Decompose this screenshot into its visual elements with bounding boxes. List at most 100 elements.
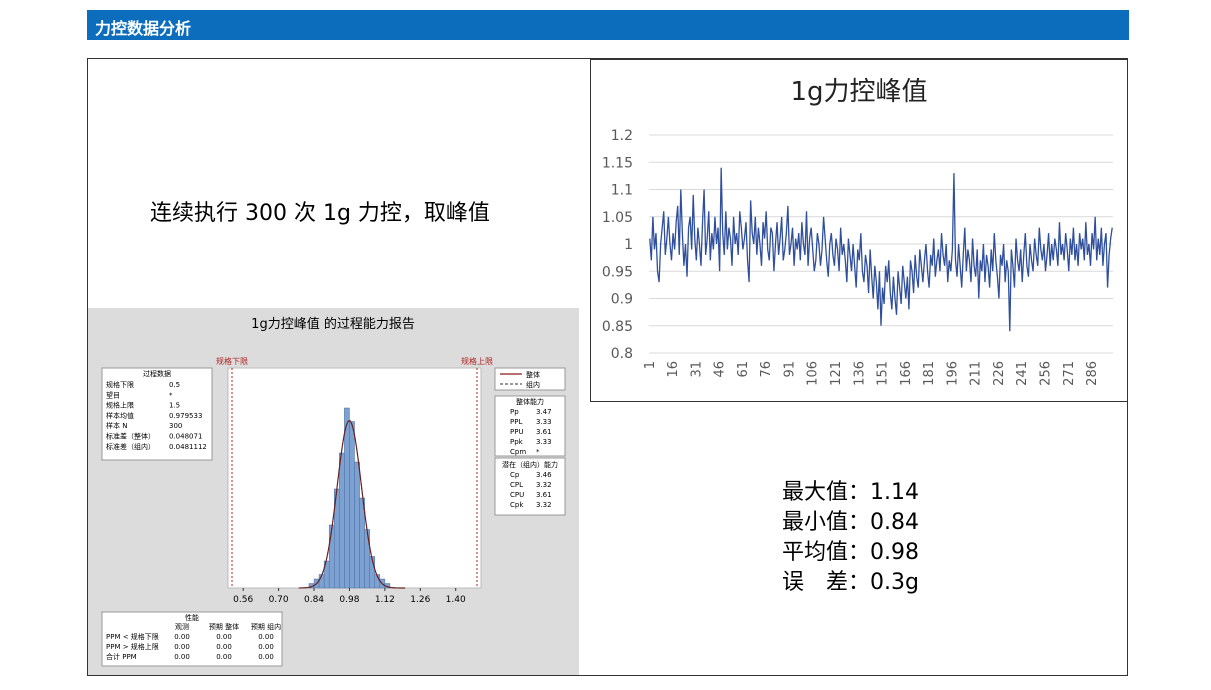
process-data-key: 标准差（整体） [106,432,155,441]
x-tick-label: 31 [689,361,704,378]
process-data-value: 0.0481112 [169,443,207,451]
x-tick-label: 106 [806,361,821,386]
x-tick-label: 226 [992,361,1007,386]
process-data-key: 样本均值 [106,411,134,420]
x-tick-label: 286 [1085,361,1100,386]
legend-overall-label: 整体 [526,370,540,379]
performance-value: 0.00 [174,653,190,661]
overall-capability-value: 3.33 [536,438,552,446]
potential-capability-key: Cp [510,471,520,479]
performance-box [101,611,283,667]
x-tick-label: 61 [736,361,751,378]
histogram-bar [349,421,355,589]
performance-row-label: 合计 PPM [106,652,137,661]
process-data-key: 望目 [106,390,120,399]
chart-title: 1g力控峰值 [790,77,927,107]
y-tick-label: 0.9 [611,292,633,308]
overall-capability-value: 3.33 [536,418,552,426]
stat-mean: 平均值：0.98 [782,540,919,565]
overall-capability-key: PPL [510,418,522,426]
intro-text: 连续执行 300 次 1g 力控，取峰值 [150,201,490,226]
potential-capability-key: Cpk [510,501,524,509]
performance-col-header: 预期 组内 [251,622,281,631]
stat-max: 最大值：1.14 [782,480,919,505]
performance-value: 0.00 [216,653,232,661]
y-tick-label: 0.95 [602,264,633,280]
legend-within-label: 组内 [526,380,540,389]
performance-row-label: PPM > 规格上限 [106,642,159,651]
performance-value: 0.00 [174,633,190,641]
overall-capability-box [494,395,566,457]
histogram-bar [328,524,335,589]
process-data-key: 样本 N [106,421,127,430]
x-tick-label: 0.70 [269,595,289,605]
y-tick-label: 1 [624,237,633,253]
process-data-value: * [169,391,173,399]
process-data-box [101,367,213,461]
y-tick-label: 1.1 [611,183,633,199]
x-tick-label: 91 [782,361,797,378]
potential-capability-value: 3.46 [536,471,552,479]
line-chart-panel: 1g力控峰值 0.8 0.85 0.9 0.95 1 1.05 1.1 1.15 1.2 1 16 31… [590,59,1128,402]
performance-value: 0.00 [258,633,274,641]
performance-col-header: 观测 [175,623,189,631]
performance-col-header: 预期 整体 [209,622,239,631]
section-title: 力控数据分析 [95,19,192,38]
overall-capability-value: 3.47 [536,408,552,416]
x-tick-label: 256 [1038,361,1053,386]
potential-capability-value: 3.32 [536,501,552,509]
potential-capability-key: CPU [510,491,524,499]
process-data-value: 0.979533 [169,412,202,420]
histogram-bar [354,461,360,589]
x-tick-label: 46 [713,361,728,378]
y-tick-label: 1.05 [602,210,633,226]
x-tick-label: 241 [1015,361,1030,386]
overall-capability-value: * [536,448,540,456]
process-data-value: 0.048071 [169,433,202,441]
performance-value: 0.00 [216,633,232,641]
process-data-value: 0.5 [169,381,180,389]
x-tick-label: 211 [969,361,984,386]
process-data-value: 1.5 [169,402,180,410]
fit-curve-within [298,420,406,589]
performance-row-label: PPM < 规格下限 [106,632,159,641]
x-tick-label: 1 [643,361,658,369]
x-tick-label: 1.26 [410,595,430,605]
x-tick-label: 121 [829,361,844,386]
stat-error: 误 差：0.3g [782,570,919,595]
performance-value: 0.00 [258,643,274,651]
overall-capability-title: 整体能力 [516,397,544,406]
potential-capability-key: CPL [510,481,523,489]
performance-value: 0.00 [258,653,274,661]
histogram-bar [339,452,345,589]
usl-label: 规格上限 [461,356,493,366]
x-tick-label: 0.84 [304,595,324,605]
capability-report: 1g力控峰值 的过程能力报告 规格下限 规格上限 0.56 0.70 0.84 0.98 1.… [88,308,579,675]
x-tick-label: 76 [759,361,774,378]
x-tick-label: 196 [945,361,960,386]
histogram-bar [364,529,370,589]
overall-capability-key: Cpm [510,448,526,456]
performance-value: 0.00 [216,643,232,651]
overall-capability-key: PPU [510,428,524,436]
potential-capability-title: 潜在（组内）能力 [502,460,558,469]
section-header: 力控数据分析 [87,10,1129,40]
line-chart: 1g力控峰值 0.8 0.85 0.9 0.95 1 1.05 1.1 1.15 1.2 1 16 31… [602,77,1113,386]
x-tick-label: 136 [852,361,867,386]
report-title: 1g力控峰值 的过程能力报告 [251,316,415,332]
overall-capability-value: 3.61 [536,428,552,436]
potential-capability-box [494,457,566,516]
x-tick-label: 151 [876,361,891,386]
y-tick-label: 0.85 [602,319,633,335]
summary-stats: 最大值：1.14 最小值：0.84 平均值：0.98 误 差：0.3g [782,478,919,598]
x-tick-label: 166 [899,361,914,386]
performance-value: 0.00 [174,643,190,651]
overall-capability-key: Ppk [510,438,524,446]
x-tick-label: 0.56 [233,595,253,605]
process-data-key: 标准差（组内） [106,442,155,451]
lsl-label: 规格下限 [216,356,248,366]
y-tick-label: 1.2 [611,128,633,144]
y-tick-label: 0.8 [611,346,633,362]
process-data-value: 300 [169,422,182,430]
